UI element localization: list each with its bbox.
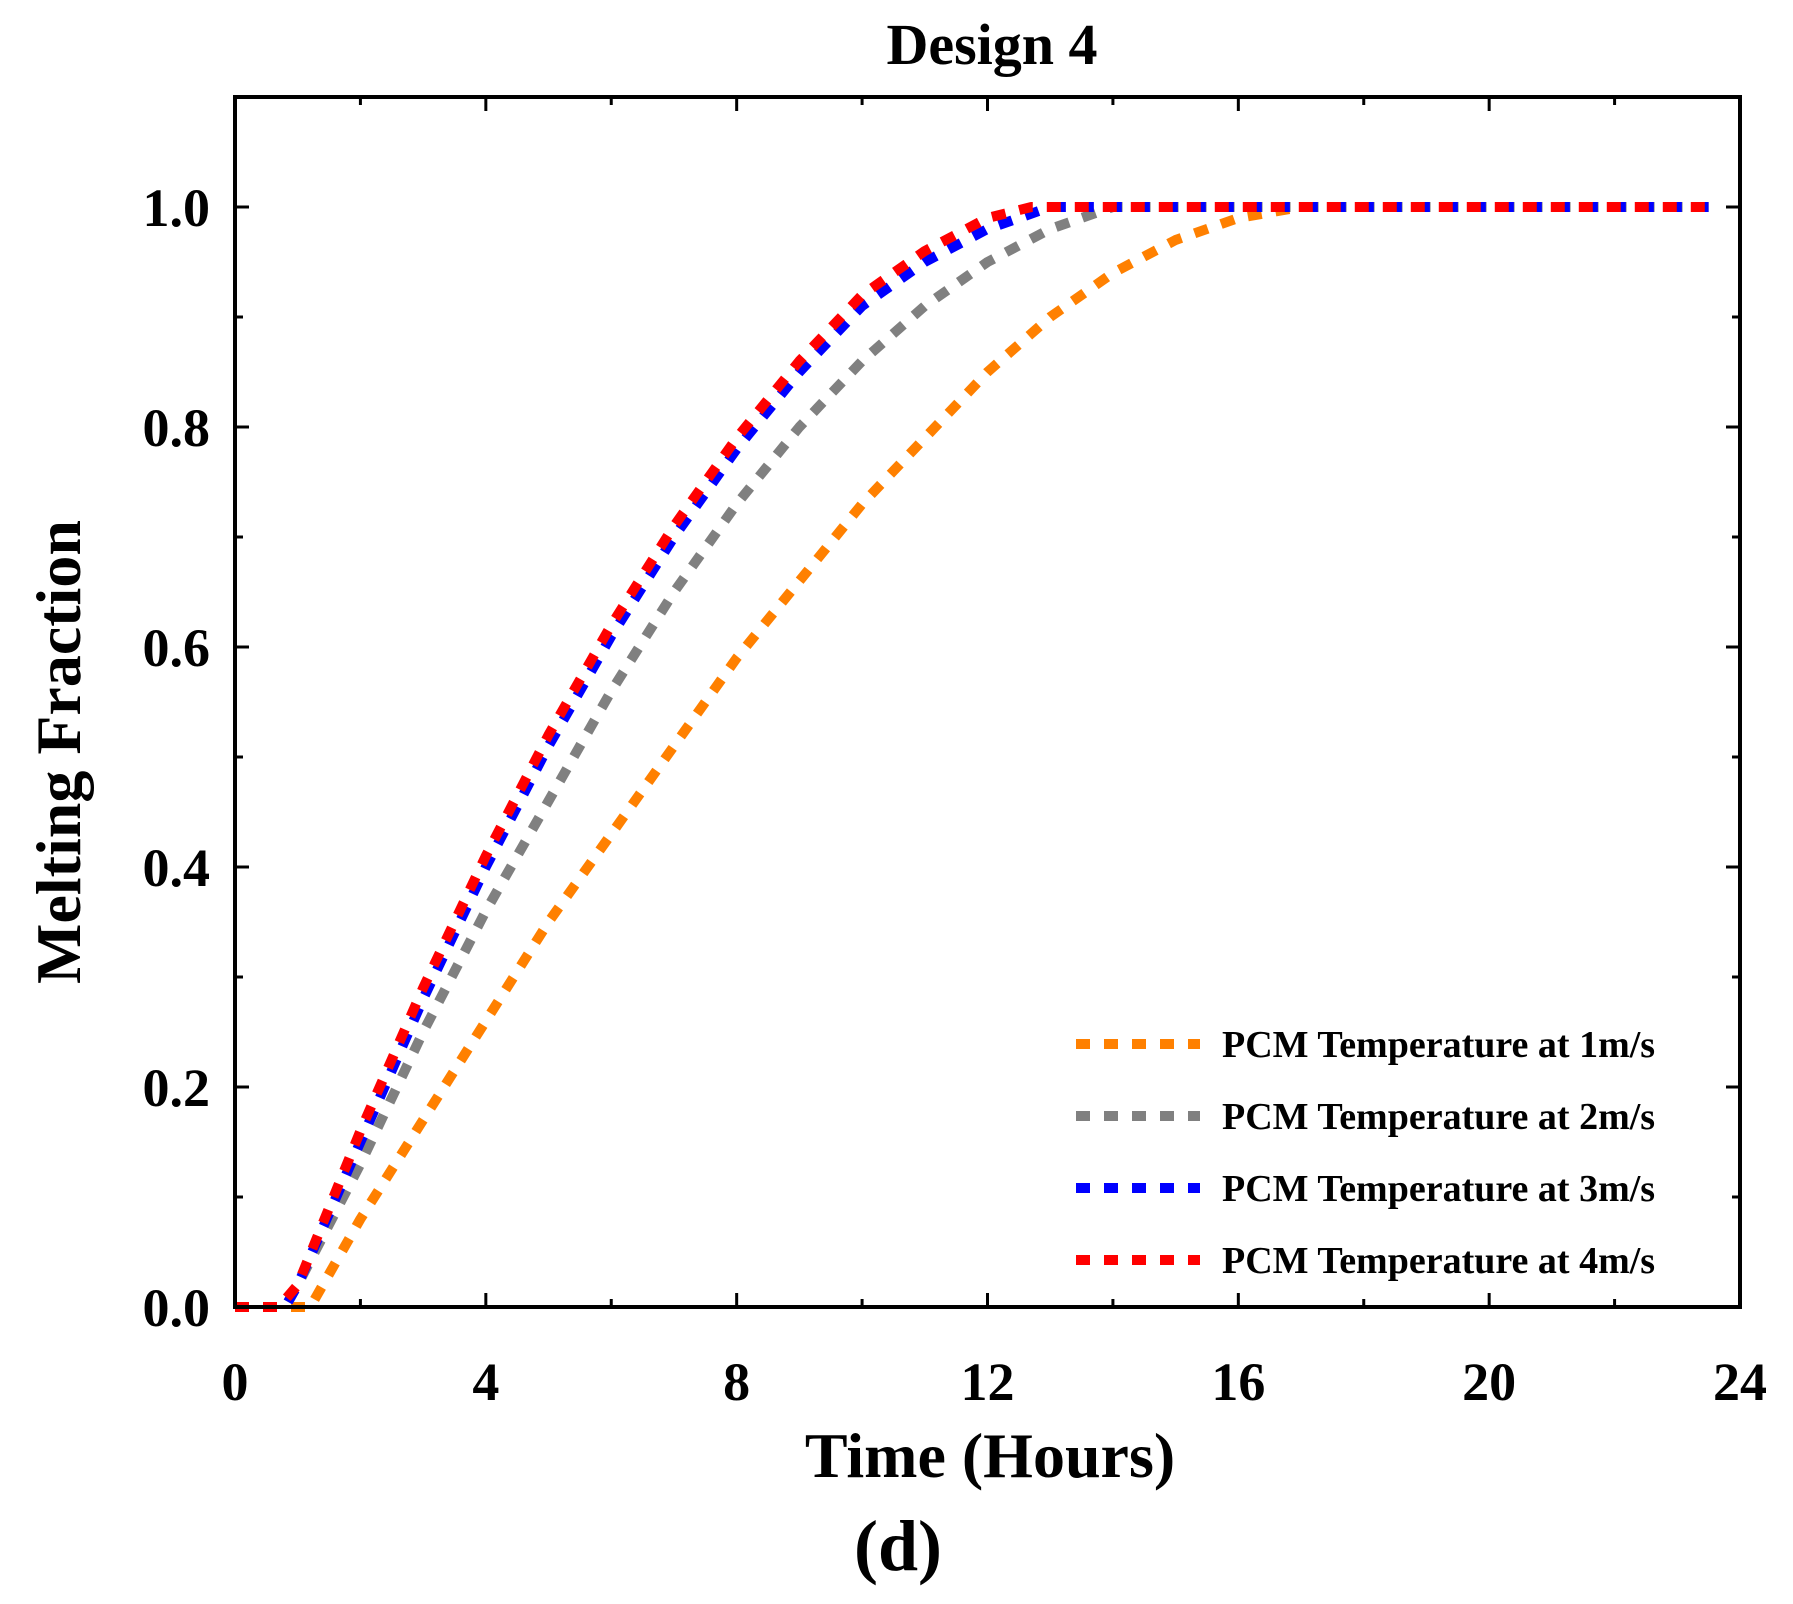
- legend-label-1: PCM Temperature at 1m/s: [1222, 1024, 1655, 1066]
- series-lines: [235, 202, 1709, 1312]
- y-tick-label-5: 1.0: [143, 178, 211, 238]
- y-tick-labels: 0.0 0.2 0.4 0.6 0.8 1.0: [143, 178, 211, 1338]
- legend-label-2: PCM Temperature at 2m/s: [1222, 1096, 1655, 1138]
- x-tick-label-4: 16: [1211, 1352, 1265, 1412]
- x-tick-label-6: 24: [1713, 1352, 1767, 1412]
- legend: PCM Temperature at 1m/s PCM Temperature a…: [1076, 1024, 1655, 1282]
- y-tick-label-1: 0.2: [143, 1058, 211, 1118]
- legend-label-3: PCM Temperature at 3m/s: [1222, 1168, 1655, 1210]
- plot-frame: [233, 95, 1742, 1309]
- x-tick-label-3: 12: [961, 1352, 1015, 1412]
- series-line-1: [235, 202, 1709, 1312]
- x-tick-label-5: 20: [1462, 1352, 1516, 1412]
- y-tick-label-2: 0.4: [143, 838, 211, 898]
- chart-title: Design 4: [886, 12, 1097, 77]
- y-tick-label-4: 0.8: [143, 398, 211, 458]
- x-tick-label-2: 8: [723, 1352, 750, 1412]
- x-tick-label-1: 4: [472, 1352, 499, 1412]
- y-axis-label: Melting Fraction: [23, 520, 94, 984]
- series-line-4: [235, 202, 1709, 1312]
- x-tick-labels: 0 4 8 12 16 20 24: [222, 1352, 1768, 1412]
- x-tick-label-0: 0: [222, 1352, 249, 1412]
- series-line-2: [235, 202, 1709, 1312]
- legend-label-4: PCM Temperature at 4m/s: [1222, 1240, 1655, 1282]
- y-tick-label-3: 0.6: [143, 618, 211, 678]
- panel-label: (d): [854, 1506, 942, 1586]
- x-axis-label: Time (Hours): [805, 1420, 1175, 1491]
- y-tick-label-0: 0.0: [143, 1278, 211, 1338]
